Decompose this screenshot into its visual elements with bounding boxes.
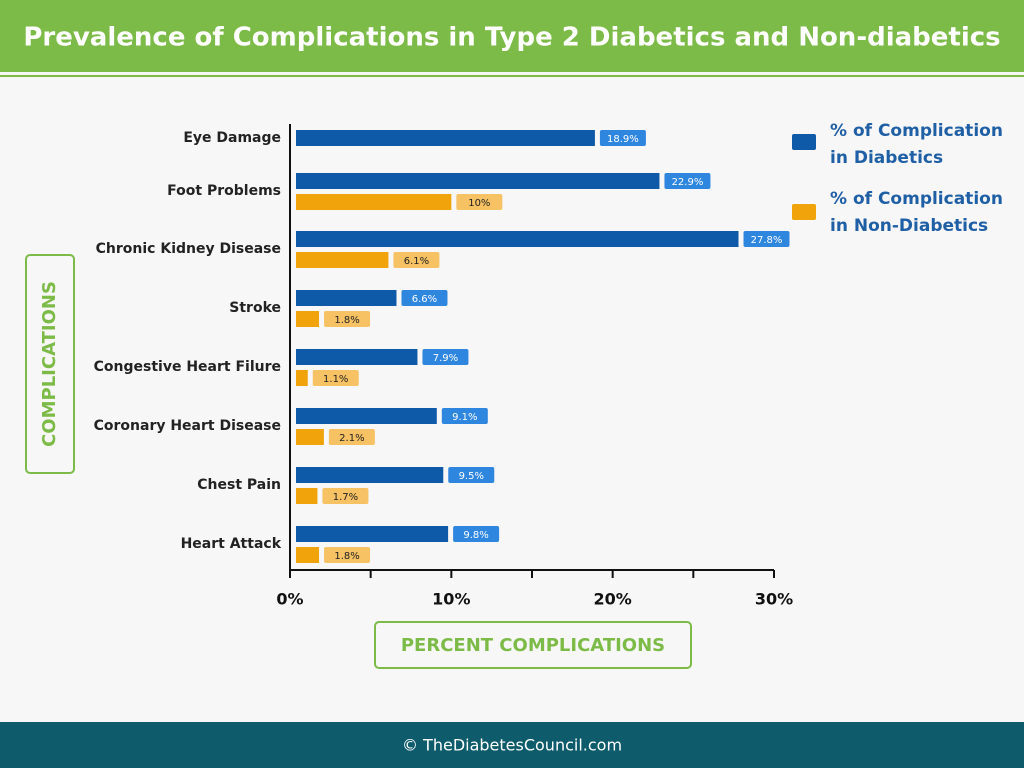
legend-swatch xyxy=(792,134,816,150)
value-badge xyxy=(448,467,495,483)
value-label: 1.7% xyxy=(333,492,358,503)
value-label: 18.9% xyxy=(607,134,639,145)
legend-swatch xyxy=(792,204,816,220)
x-tick-label: 0% xyxy=(276,590,303,609)
y-tick-label: Chest Pain xyxy=(197,477,281,493)
y-tick-label: Coronary Heart Disease xyxy=(94,418,281,434)
x-label-box xyxy=(374,621,692,669)
bar xyxy=(296,311,320,327)
value-label: 22.9% xyxy=(672,177,704,188)
y-tick-label: Stroke xyxy=(229,300,281,316)
y-tick-label: Eye Damage xyxy=(183,130,281,146)
legend-label: % of Complication in Non-Diabetics xyxy=(830,189,1003,236)
chart-title: Prevalence of Complications in Type 2 Di… xyxy=(23,23,1000,53)
x-tick-label: 20% xyxy=(594,590,632,609)
value-label: 9.1% xyxy=(452,412,477,423)
bar xyxy=(296,290,397,306)
value-badge xyxy=(324,311,371,327)
bar xyxy=(296,252,389,268)
bar xyxy=(296,231,739,247)
bar xyxy=(296,194,452,210)
bar xyxy=(296,349,418,365)
bar xyxy=(296,526,449,542)
value-label: 27.8% xyxy=(751,235,783,246)
y-tick-label: Congestive Heart Filure xyxy=(94,359,281,375)
value-badge xyxy=(322,488,369,504)
value-badge xyxy=(456,194,503,210)
y-label-box xyxy=(25,254,75,474)
value-badge xyxy=(453,526,500,542)
footer-bar xyxy=(0,722,1024,768)
header-bar xyxy=(0,0,1024,72)
value-badge xyxy=(441,408,488,424)
value-badge xyxy=(743,231,790,247)
bar xyxy=(296,429,324,445)
value-label: 1.8% xyxy=(334,315,359,326)
value-label: 1.1% xyxy=(323,374,348,385)
legend-label: % of Complication in Diabetics xyxy=(830,121,1003,168)
value-badge xyxy=(393,252,440,268)
bar xyxy=(296,370,308,386)
bar xyxy=(296,547,320,563)
value-badge xyxy=(312,370,359,386)
value-badge xyxy=(599,130,646,146)
value-label: 9.5% xyxy=(459,471,484,482)
value-badge xyxy=(664,173,711,189)
bar xyxy=(296,408,437,424)
value-badge xyxy=(324,547,371,563)
bar xyxy=(296,488,318,504)
value-label: 2.1% xyxy=(339,433,364,444)
value-badge xyxy=(328,429,375,445)
value-label: 1.8% xyxy=(334,551,359,562)
x-axis-label: PERCENT COMPLICATIONS xyxy=(401,635,665,656)
value-badge xyxy=(422,349,469,365)
value-badge xyxy=(401,290,448,306)
x-tick-label: 10% xyxy=(432,590,470,609)
y-tick-label: Foot Problems xyxy=(167,183,281,199)
y-axis-label: COMPLICATIONS xyxy=(39,281,60,447)
value-label: 7.9% xyxy=(433,353,458,364)
y-tick-label: Heart Attack xyxy=(181,536,282,552)
value-label: 6.1% xyxy=(404,256,429,267)
footer-text: © TheDiabetesCouncil.com xyxy=(402,736,622,755)
bar xyxy=(296,130,595,146)
value-label: 10% xyxy=(468,198,490,209)
x-tick-label: 30% xyxy=(755,590,793,609)
value-label: 9.8% xyxy=(463,530,488,541)
bar xyxy=(296,173,660,189)
bar xyxy=(296,467,444,483)
y-tick-label: Chronic Kidney Disease xyxy=(96,241,281,257)
value-label: 6.6% xyxy=(412,294,437,305)
